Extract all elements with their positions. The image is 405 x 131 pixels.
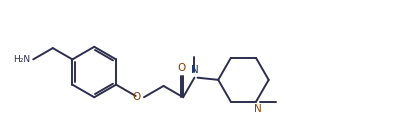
Text: N: N	[253, 104, 261, 114]
Text: O: O	[177, 63, 185, 73]
Text: N: N	[190, 65, 198, 75]
Text: H₂N: H₂N	[13, 55, 30, 64]
Text: O: O	[132, 92, 141, 102]
